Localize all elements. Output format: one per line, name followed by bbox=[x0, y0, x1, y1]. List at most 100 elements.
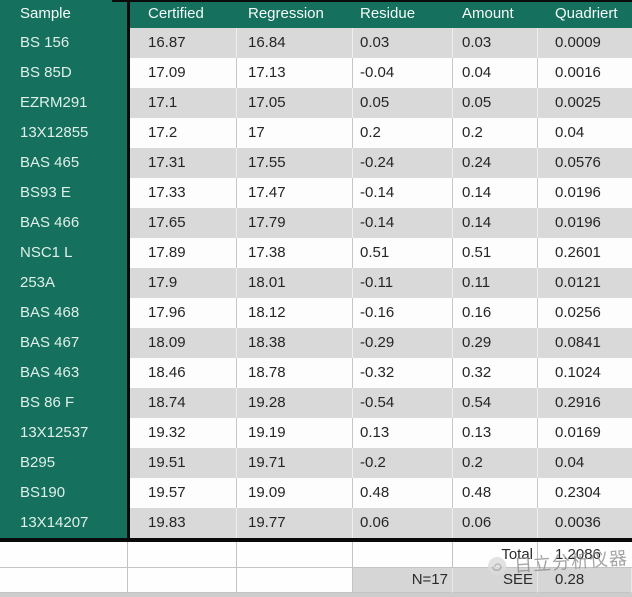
see-row: N=17 SEE 0.28 bbox=[0, 568, 632, 593]
table-row: 13X14207 19.83 19.77 0.06 0.06 0.0036 bbox=[0, 508, 632, 538]
quadriert-cell: 0.0036 bbox=[538, 508, 632, 538]
amount-cell: 0.2 bbox=[453, 118, 538, 148]
column-header-certified: Certified bbox=[128, 0, 237, 28]
top-border-rule bbox=[112, 0, 632, 2]
regression-cell: 18.12 bbox=[237, 298, 353, 328]
certified-cell: 19.57 bbox=[128, 478, 237, 508]
amount-cell: 0.24 bbox=[453, 148, 538, 178]
amount-cell: 0.04 bbox=[453, 58, 538, 88]
empty-cell bbox=[237, 542, 353, 568]
table-row: NSC1 L 17.89 17.38 0.51 0.51 0.2601 bbox=[0, 238, 632, 268]
certified-cell: 17.65 bbox=[128, 208, 237, 238]
quadriert-cell: 0.2601 bbox=[538, 238, 632, 268]
sample-cell: BS 85D bbox=[0, 58, 128, 88]
certified-cell: 18.09 bbox=[128, 328, 237, 358]
residue-cell: -0.04 bbox=[353, 58, 453, 88]
column-header-regression: Regression bbox=[237, 0, 353, 28]
certified-cell: 17.09 bbox=[128, 58, 237, 88]
quadriert-cell: 0.0576 bbox=[538, 148, 632, 178]
sample-cell: 13X12537 bbox=[0, 418, 128, 448]
quadriert-cell: 0.0841 bbox=[538, 328, 632, 358]
empty-cell bbox=[128, 568, 237, 593]
regression-cell: 19.19 bbox=[237, 418, 353, 448]
amount-cell: 0.14 bbox=[453, 178, 538, 208]
amount-cell: 0.14 bbox=[453, 208, 538, 238]
quadriert-cell: 0.04 bbox=[538, 118, 632, 148]
residue-cell: -0.14 bbox=[353, 208, 453, 238]
quadriert-cell: 0.0009 bbox=[538, 28, 632, 58]
column-header-quadriert: Quadriert bbox=[538, 0, 632, 28]
quadriert-cell: 0.0025 bbox=[538, 88, 632, 118]
residue-cell: 0.03 bbox=[353, 28, 453, 58]
table-body: BS 156 16.87 16.84 0.03 0.03 0.0009 BS 8… bbox=[0, 28, 632, 538]
bottom-edge-strip bbox=[0, 593, 632, 597]
certified-cell: 16.87 bbox=[128, 28, 237, 58]
residue-cell: -0.24 bbox=[353, 148, 453, 178]
table-row: B295 19.51 19.71 -0.2 0.2 0.04 bbox=[0, 448, 632, 478]
regression-cell: 17 bbox=[237, 118, 353, 148]
certified-cell: 17.96 bbox=[128, 298, 237, 328]
amount-cell: 0.05 bbox=[453, 88, 538, 118]
regression-cell: 17.38 bbox=[237, 238, 353, 268]
table-row: BAS 465 17.31 17.55 -0.24 0.24 0.0576 bbox=[0, 148, 632, 178]
residue-cell: -0.32 bbox=[353, 358, 453, 388]
certified-cell: 19.83 bbox=[128, 508, 237, 538]
amount-cell: 0.11 bbox=[453, 268, 538, 298]
certified-cell: 19.32 bbox=[128, 418, 237, 448]
quadriert-cell: 0.04 bbox=[538, 448, 632, 478]
table-row: 13X12855 17.2 17 0.2 0.2 0.04 bbox=[0, 118, 632, 148]
sample-cell: 253A bbox=[0, 268, 128, 298]
column-header-sample: Sample bbox=[0, 0, 128, 28]
regression-cell: 19.77 bbox=[237, 508, 353, 538]
quadriert-cell: 0.0196 bbox=[538, 208, 632, 238]
certified-cell: 17.31 bbox=[128, 148, 237, 178]
regression-cell: 19.28 bbox=[237, 388, 353, 418]
regression-cell: 17.79 bbox=[237, 208, 353, 238]
regression-cell: 18.38 bbox=[237, 328, 353, 358]
table-row: BAS 467 18.09 18.38 -0.29 0.29 0.0841 bbox=[0, 328, 632, 358]
quadriert-cell: 0.2916 bbox=[538, 388, 632, 418]
sample-cell: BAS 465 bbox=[0, 148, 128, 178]
amount-cell: 0.54 bbox=[453, 388, 538, 418]
column-header-residue: Residue bbox=[353, 0, 453, 28]
summary-separator-rule bbox=[0, 538, 632, 542]
total-row: Total 1.2086 bbox=[0, 542, 632, 568]
sample-cell: EZRM291 bbox=[0, 88, 128, 118]
quadriert-cell: 0.2304 bbox=[538, 478, 632, 508]
column-header-amount: Amount bbox=[453, 0, 538, 28]
amount-cell: 0.06 bbox=[453, 508, 538, 538]
empty-cell bbox=[237, 568, 353, 593]
sample-cell: 13X12855 bbox=[0, 118, 128, 148]
total-value: 1.2086 bbox=[538, 542, 632, 568]
see-label: SEE bbox=[453, 568, 538, 593]
table-row: BS93 E 17.33 17.47 -0.14 0.14 0.0196 bbox=[0, 178, 632, 208]
certified-cell: 17.1 bbox=[128, 88, 237, 118]
sample-cell: BS93 E bbox=[0, 178, 128, 208]
residue-cell: -0.54 bbox=[353, 388, 453, 418]
regression-cell: 19.71 bbox=[237, 448, 353, 478]
table-row: BAS 466 17.65 17.79 -0.14 0.14 0.0196 bbox=[0, 208, 632, 238]
regression-cell: 18.78 bbox=[237, 358, 353, 388]
table-row: EZRM291 17.1 17.05 0.05 0.05 0.0025 bbox=[0, 88, 632, 118]
regression-cell: 17.05 bbox=[237, 88, 353, 118]
sample-cell: BAS 466 bbox=[0, 208, 128, 238]
amount-cell: 0.13 bbox=[453, 418, 538, 448]
residue-cell: -0.14 bbox=[353, 178, 453, 208]
certified-cell: 19.51 bbox=[128, 448, 237, 478]
regression-cell: 16.84 bbox=[237, 28, 353, 58]
sample-cell: BAS 463 bbox=[0, 358, 128, 388]
residue-cell: 0.51 bbox=[353, 238, 453, 268]
sample-cell: BS 86 F bbox=[0, 388, 128, 418]
residue-cell: 0.13 bbox=[353, 418, 453, 448]
table-row: BS190 19.57 19.09 0.48 0.48 0.2304 bbox=[0, 478, 632, 508]
table-row: 253A 17.9 18.01 -0.11 0.11 0.0121 bbox=[0, 268, 632, 298]
regression-cell: 18.01 bbox=[237, 268, 353, 298]
n-count-label: N=17 bbox=[353, 568, 453, 593]
quadriert-cell: 0.0196 bbox=[538, 178, 632, 208]
amount-cell: 0.48 bbox=[453, 478, 538, 508]
table-header-row: Sample Certified Regression Residue Amou… bbox=[0, 0, 632, 28]
table-row: BS 85D 17.09 17.13 -0.04 0.04 0.0016 bbox=[0, 58, 632, 88]
amount-cell: 0.03 bbox=[453, 28, 538, 58]
certified-cell: 18.46 bbox=[128, 358, 237, 388]
sample-cell: BS 156 bbox=[0, 28, 128, 58]
